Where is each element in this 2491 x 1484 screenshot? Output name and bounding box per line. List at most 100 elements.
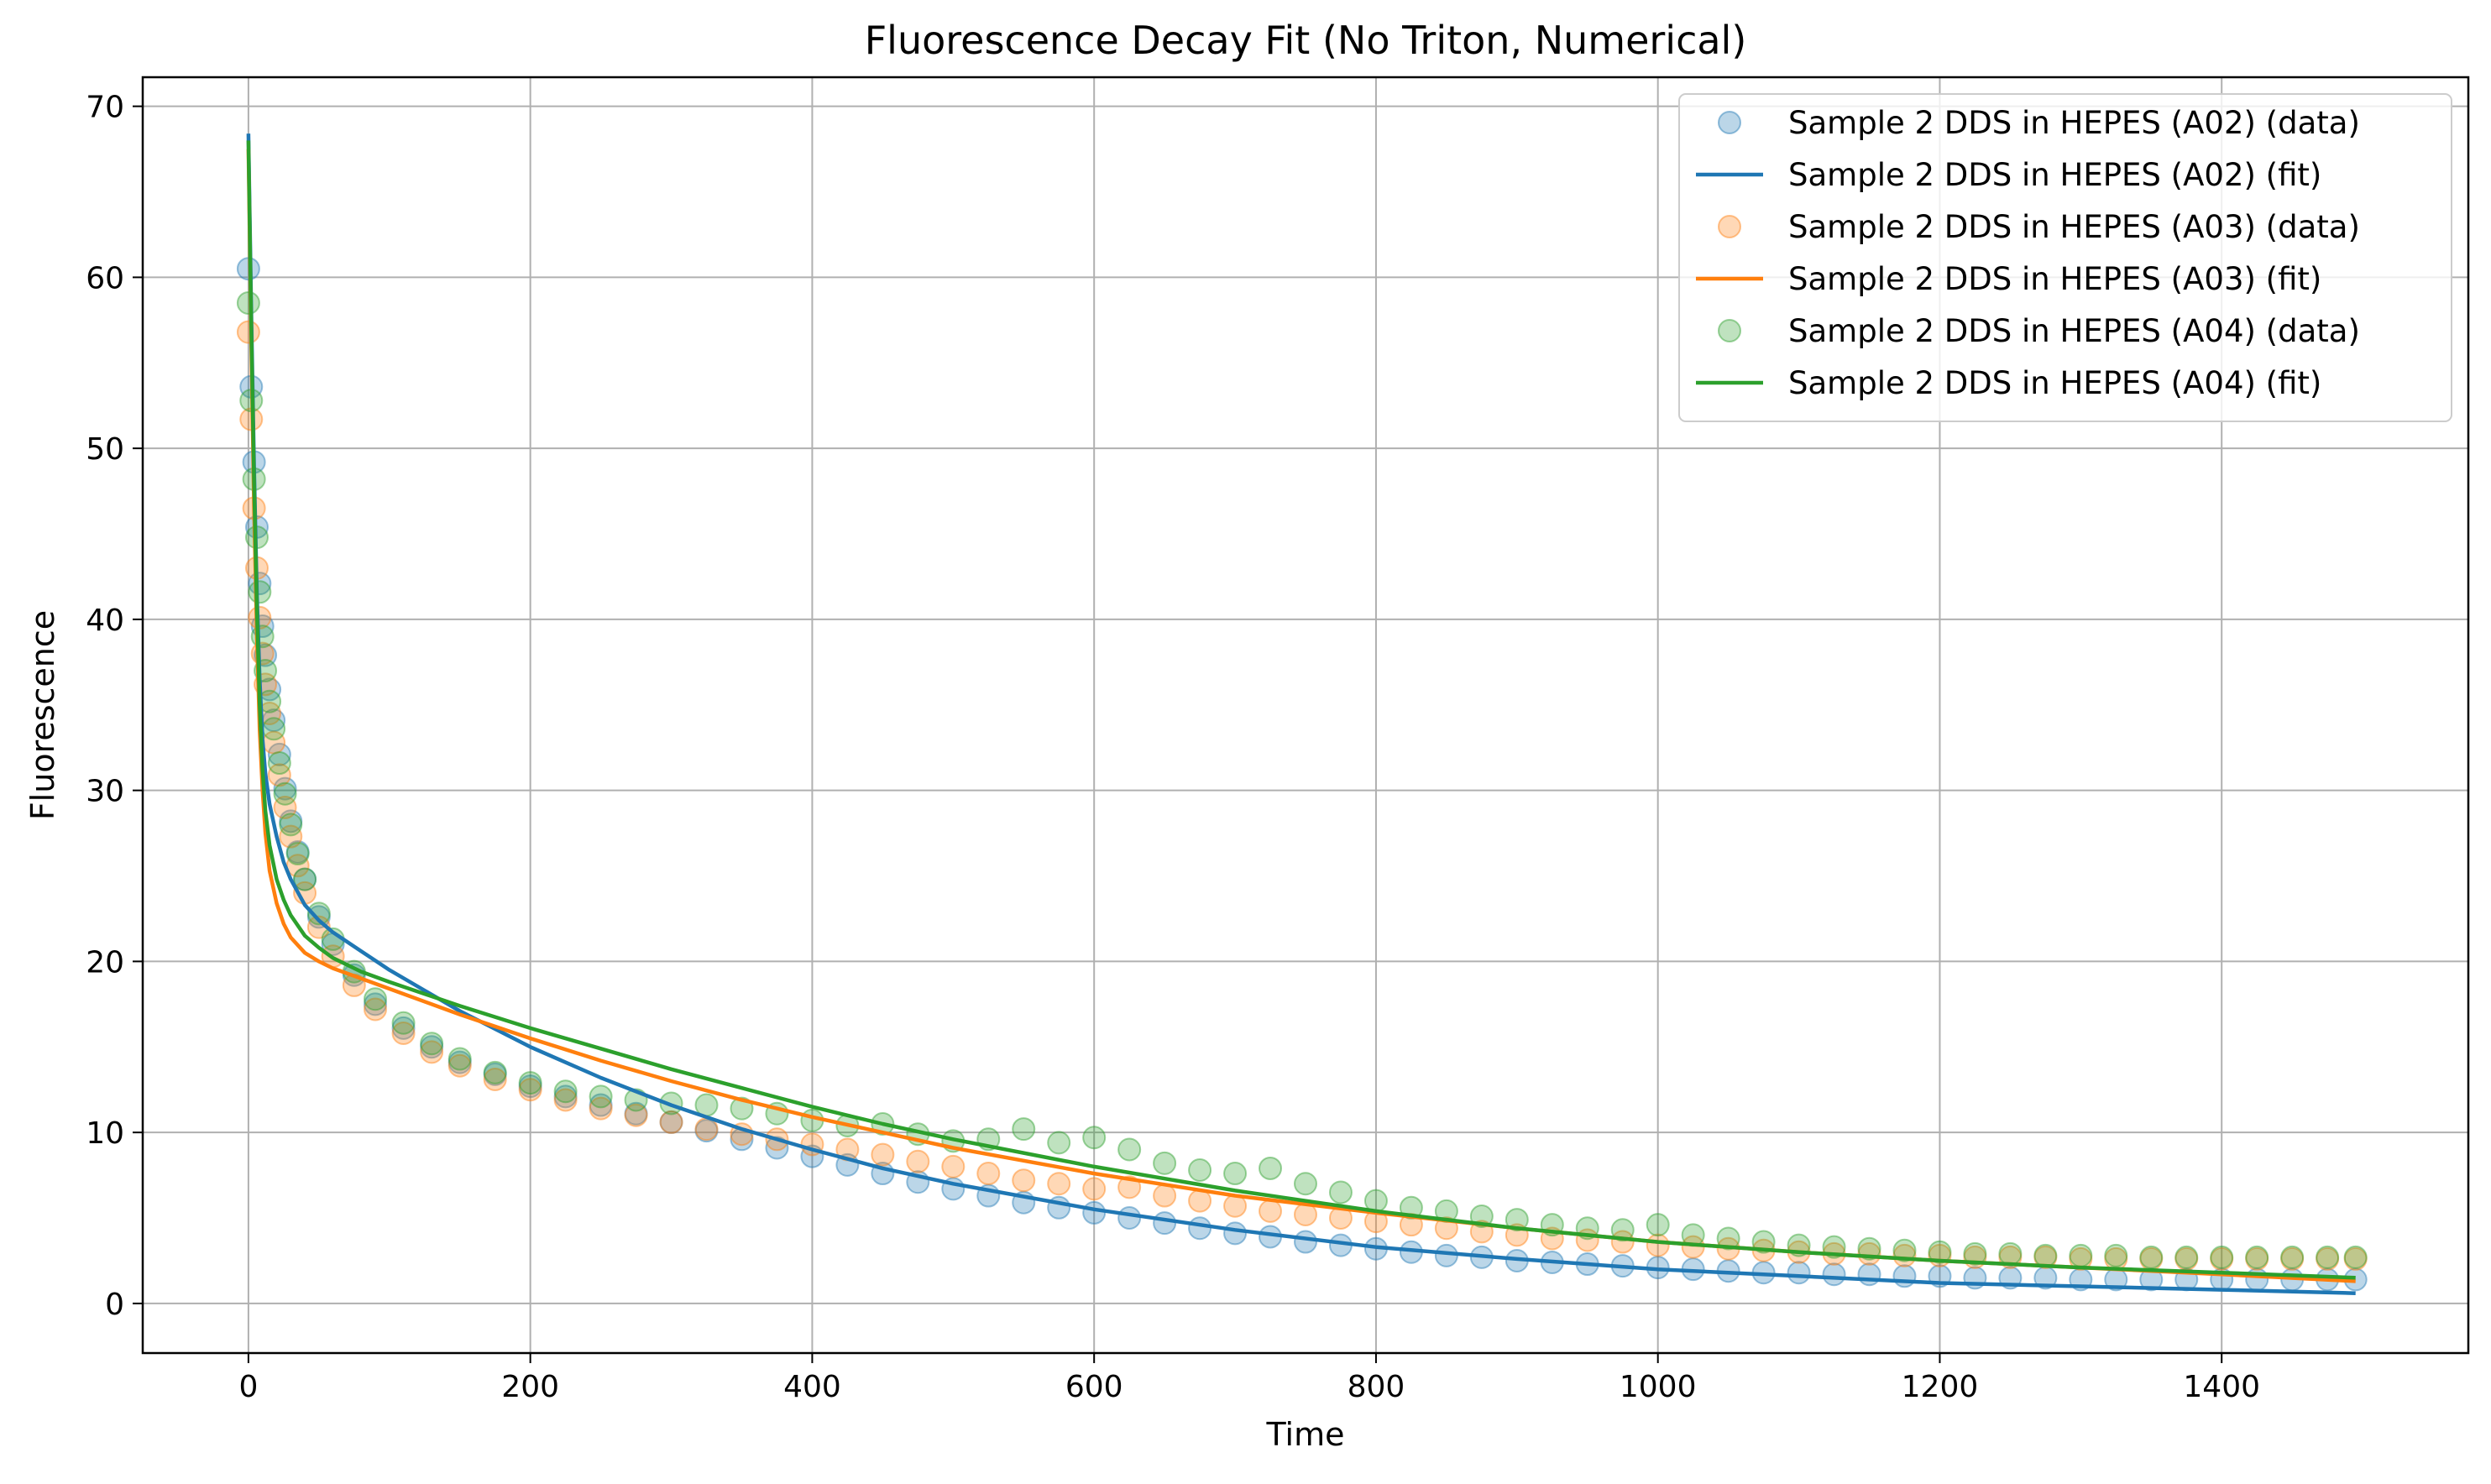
plot-area	[236, 133, 2368, 1295]
data-point	[364, 997, 387, 1022]
data-point	[1294, 1172, 1317, 1196]
legend-label: Sample 2 DDS in HEPES (A04) (fit)	[1788, 365, 2321, 401]
legend-box	[1678, 93, 2452, 422]
data-point	[2280, 1246, 2305, 1271]
data-point	[659, 1110, 683, 1134]
data-point	[2104, 1243, 2128, 1267]
data-point	[1047, 1131, 1071, 1155]
data-point	[279, 813, 303, 837]
data-point	[694, 1119, 719, 1143]
data-point	[267, 763, 291, 787]
data-point	[1328, 1180, 1353, 1204]
series-6-line	[246, 140, 2356, 1280]
data-point	[1012, 1117, 1036, 1142]
data-point	[906, 1149, 930, 1173]
data-point	[364, 992, 387, 1016]
data-point	[2139, 1245, 2164, 1269]
data-point	[941, 1154, 966, 1178]
data-point	[1505, 1208, 1529, 1232]
data-point	[483, 1062, 507, 1086]
data-point	[1963, 1241, 1987, 1266]
data-point	[1857, 1262, 1881, 1287]
data-point	[624, 1103, 648, 1127]
y-tick-label: 70	[86, 91, 124, 125]
data-point	[2316, 1245, 2340, 1269]
data-point	[1892, 1264, 1917, 1288]
legend-label: Sample 2 DDS in HEPES (A04) (data)	[1788, 313, 2360, 349]
series-5-points	[236, 290, 2368, 1269]
data-point	[267, 751, 291, 776]
legend-marker	[1718, 215, 1741, 238]
data-point	[279, 809, 303, 833]
data-point	[447, 1050, 472, 1074]
x-axis-label: Time	[1266, 1416, 1345, 1453]
data-point	[1857, 1241, 1881, 1266]
data-point	[2316, 1246, 2340, 1271]
data-point	[267, 742, 291, 766]
data-point	[1892, 1238, 1917, 1262]
data-point	[589, 1096, 613, 1121]
data-point	[2343, 1245, 2368, 1269]
data-point	[1223, 1162, 1248, 1186]
data-point	[2033, 1245, 2058, 1269]
data-point	[236, 290, 260, 315]
data-point	[553, 1088, 578, 1112]
data-point	[2210, 1245, 2234, 1269]
data-point	[659, 1110, 683, 1134]
data-point	[1822, 1262, 1846, 1287]
x-tick-label: 200	[501, 1370, 559, 1404]
x-tick-label: 600	[1065, 1370, 1123, 1404]
data-point	[248, 580, 272, 604]
data-point	[2069, 1246, 2093, 1271]
data-point	[2210, 1246, 2234, 1271]
x-tick-label: 400	[783, 1370, 841, 1404]
data-point	[447, 1053, 472, 1078]
data-point	[2245, 1246, 2269, 1271]
data-point	[262, 717, 286, 741]
x-tick-label: 1400	[2183, 1370, 2260, 1404]
data-point	[1928, 1240, 1952, 1264]
data-point	[1998, 1241, 2023, 1266]
data-point	[293, 867, 317, 891]
legend-label: Sample 2 DDS in HEPES (A02) (fit)	[1788, 157, 2321, 193]
data-point	[1047, 1172, 1071, 1196]
data-point	[2343, 1246, 2368, 1271]
data-point	[1012, 1168, 1036, 1193]
data-point	[2245, 1245, 2269, 1269]
data-point	[1082, 1126, 1107, 1150]
x-tick-label: 1000	[1620, 1370, 1697, 1404]
data-point	[364, 987, 387, 1011]
data-point	[2174, 1245, 2199, 1269]
y-tick-label: 10	[86, 1116, 124, 1151]
data-point	[1117, 1206, 1142, 1231]
data-point	[1188, 1157, 1212, 1182]
data-point	[293, 867, 317, 891]
data-point	[306, 901, 331, 926]
data-point	[447, 1047, 472, 1071]
data-point	[1716, 1226, 1740, 1251]
data-point	[391, 1011, 416, 1035]
data-point	[2033, 1243, 2058, 1267]
x-tick-label: 1200	[1902, 1370, 1979, 1404]
data-point	[1153, 1151, 1177, 1175]
data-point	[1082, 1200, 1107, 1225]
data-point	[1434, 1243, 1458, 1267]
data-point	[1082, 1177, 1107, 1201]
data-point	[518, 1071, 542, 1095]
legend-marker	[1718, 111, 1741, 134]
data-point	[483, 1067, 507, 1091]
data-point	[518, 1074, 542, 1099]
data-point	[1892, 1243, 1917, 1267]
data-point	[624, 1101, 648, 1126]
data-point	[1610, 1218, 1635, 1242]
data-point	[306, 905, 331, 929]
legend-label: Sample 2 DDS in HEPES (A03) (data)	[1788, 209, 2360, 245]
data-point	[2280, 1245, 2305, 1269]
data-point	[1259, 1199, 1283, 1223]
legend-label: Sample 2 DDS in HEPES (A03) (fit)	[1788, 261, 2321, 297]
data-point	[871, 1142, 895, 1167]
data-point	[1153, 1184, 1177, 1208]
legend-label: Sample 2 DDS in HEPES (A02) (data)	[1788, 105, 2360, 141]
legend: Sample 2 DDS in HEPES (A02) (data) Sample…	[1678, 93, 2452, 422]
data-point	[273, 796, 297, 820]
